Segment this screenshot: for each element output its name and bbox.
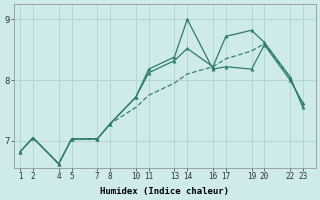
X-axis label: Humidex (Indice chaleur): Humidex (Indice chaleur) <box>100 187 229 196</box>
